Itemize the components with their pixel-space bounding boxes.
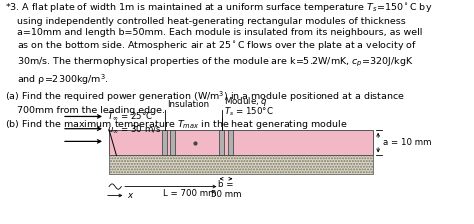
- Text: (a) Find the required power generation (W/m$^3$) in a module positioned at a dis: (a) Find the required power generation (…: [5, 90, 405, 115]
- Bar: [109, 130, 373, 155]
- Bar: [109, 155, 373, 174]
- Text: a = 10 mm: a = 10 mm: [383, 138, 431, 147]
- Bar: [219, 130, 224, 155]
- Text: b =
50 mm: b = 50 mm: [211, 180, 241, 199]
- Text: Module, $\dot{q}$: Module, $\dot{q}$: [224, 95, 268, 109]
- Text: L = 700 mm: L = 700 mm: [163, 189, 216, 198]
- Text: $T_\infty$ = 25°C: $T_\infty$ = 25°C: [107, 111, 153, 122]
- Text: Insulation: Insulation: [167, 100, 209, 109]
- Bar: [162, 130, 167, 155]
- Text: $u_\infty$ = 30 m/s: $u_\infty$ = 30 m/s: [107, 123, 162, 135]
- Text: $T_s$ = 150°C: $T_s$ = 150°C: [224, 105, 273, 118]
- Text: x: x: [128, 191, 133, 200]
- Bar: [228, 130, 233, 155]
- Bar: [109, 155, 373, 174]
- Bar: [170, 130, 175, 155]
- Text: (b) Find the maximum temperature $T_{max}$ in the heat generating module: (b) Find the maximum temperature $T_{max…: [5, 118, 347, 131]
- Text: *3. A flat plate of width 1m is maintained at a uniform surface temperature $T_s: *3. A flat plate of width 1m is maintain…: [5, 2, 432, 87]
